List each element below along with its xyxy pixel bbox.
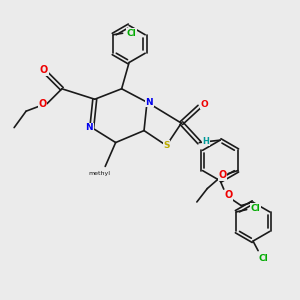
Text: O: O [38,99,46,109]
Text: O: O [201,100,208,109]
Text: O: O [224,190,233,200]
Text: Cl: Cl [259,254,268,263]
Text: Cl: Cl [127,29,136,38]
Text: S: S [163,141,170,150]
Text: H: H [202,136,209,146]
Text: Cl: Cl [251,204,260,213]
Text: methyl: methyl [88,171,110,176]
Text: O: O [40,65,48,75]
Text: N: N [85,123,93,132]
Text: O: O [218,170,226,180]
Text: N: N [146,98,153,107]
